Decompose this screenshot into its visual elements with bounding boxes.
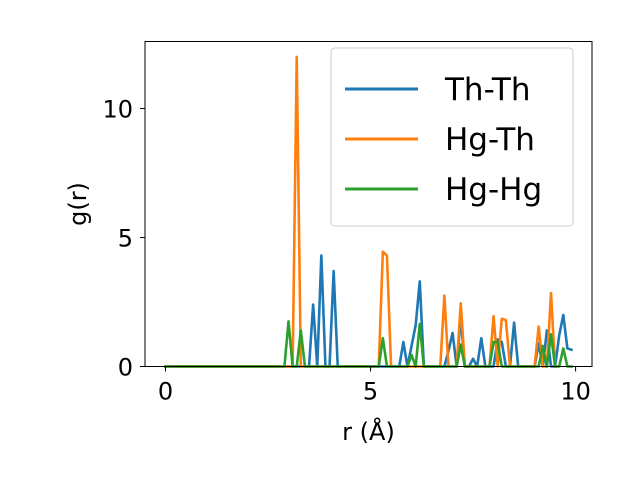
y-axis: 0 5 10 [102,96,145,382]
plot-frame [144,41,593,367]
x-axis-label: r (Å) [342,417,395,446]
x-tick-label: 0 [158,378,173,406]
y-tick-label: 5 [118,225,133,253]
y-axis-label: g(r) [64,182,92,226]
legend-box [330,47,574,227]
legend-label-hg-hg: Hg-Hg [445,172,542,208]
y-tick-label: 0 [118,354,133,382]
x-axis: 0 5 10 [158,366,591,406]
series-line-hg-hg [164,320,573,368]
legend-label-th-th: Th-Th [444,72,531,108]
series-line-th-th [164,254,574,368]
x-tick-label: 5 [363,378,378,406]
y-tick-label: 10 [102,96,133,124]
legend-label-hg-th: Hg-Th [445,122,535,158]
x-tick-label: 10 [560,378,591,406]
legend: Th-Th Hg-Th Hg-Hg [330,47,574,227]
